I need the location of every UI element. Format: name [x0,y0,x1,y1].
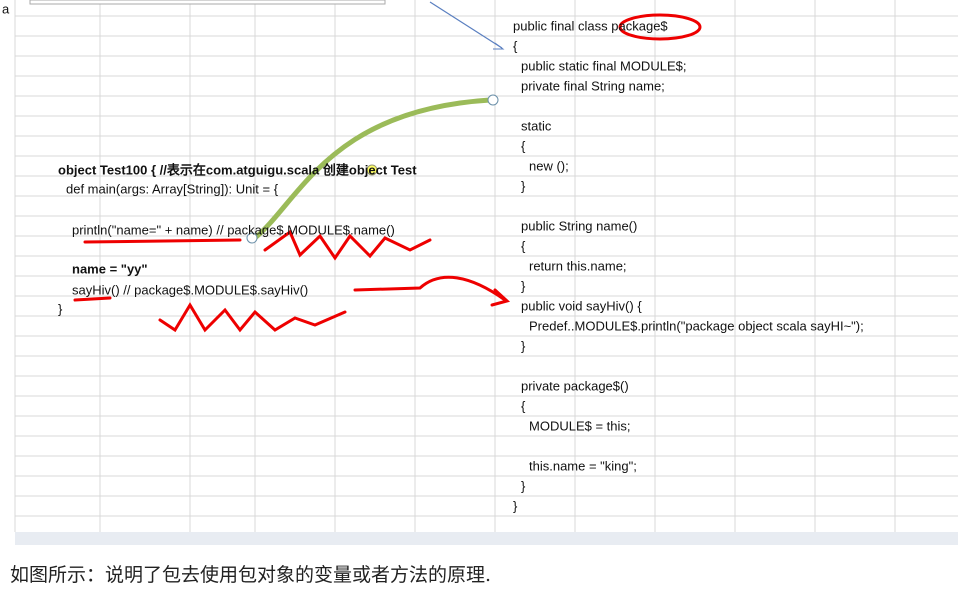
code-line: } [521,278,526,293]
code-line: { [513,38,518,53]
code-line: private final String name; [521,78,665,93]
squiggle [158,302,347,333]
underline [73,296,112,302]
pointer-head [493,42,505,50]
caption: 如图所示：说明了包去使用包对象的变量或者方法的原理. [10,564,492,586]
red-annotations [73,13,702,333]
code-line: { [521,398,526,413]
code-line: static [521,118,552,133]
code-line: this.name = "king"; [529,458,637,473]
red-arrow [353,275,507,302]
code-line: { [521,138,526,153]
code-line: object Test100 { //表示在com.atguigu.scala … [58,162,417,177]
arrow-end [487,94,499,106]
green-arrow [253,97,491,240]
red-arrow-head [490,288,511,307]
scrollbar [15,532,958,545]
code-line: } [513,498,518,513]
code-line: } [58,301,63,316]
underline [83,238,242,244]
code-line: name = "yy" [72,261,148,276]
code-line: } [521,178,526,193]
code-line: public final class package$ [513,18,668,33]
code-line: { [521,238,526,253]
code-line: sayHiv() // package$.MODULE$.sayHiv() [72,282,308,297]
code-line: public void sayHiv() { [521,298,642,313]
circle-mark [618,13,702,41]
code-line: new (); [529,158,569,173]
embedded-box [29,0,386,5]
pointer-line [429,1,503,49]
code-line: def main(args: Array[String]): Unit = { [66,181,279,196]
code-line: } [521,338,526,353]
spreadsheet-grid [14,0,958,532]
corner-text: a [2,1,10,16]
code-line: public String name() [521,218,637,233]
code-line: MODULE$ = this; [529,418,631,433]
code-line: public static final MODULE$; [521,58,686,73]
squiggle [263,229,432,261]
code-line: return this.name; [529,258,627,273]
screenshot: a object Test100 { //表示在com.atguigu.scal… [2,0,958,545]
code-line: Predef..MODULE$.println("package object … [529,318,864,333]
code-line: println("name=" + name) // package$.MODU… [72,222,395,237]
yellow-dot [366,164,378,176]
code-line: } [521,478,526,493]
arrow-start [246,232,258,244]
code-line: private package$() [521,378,629,393]
